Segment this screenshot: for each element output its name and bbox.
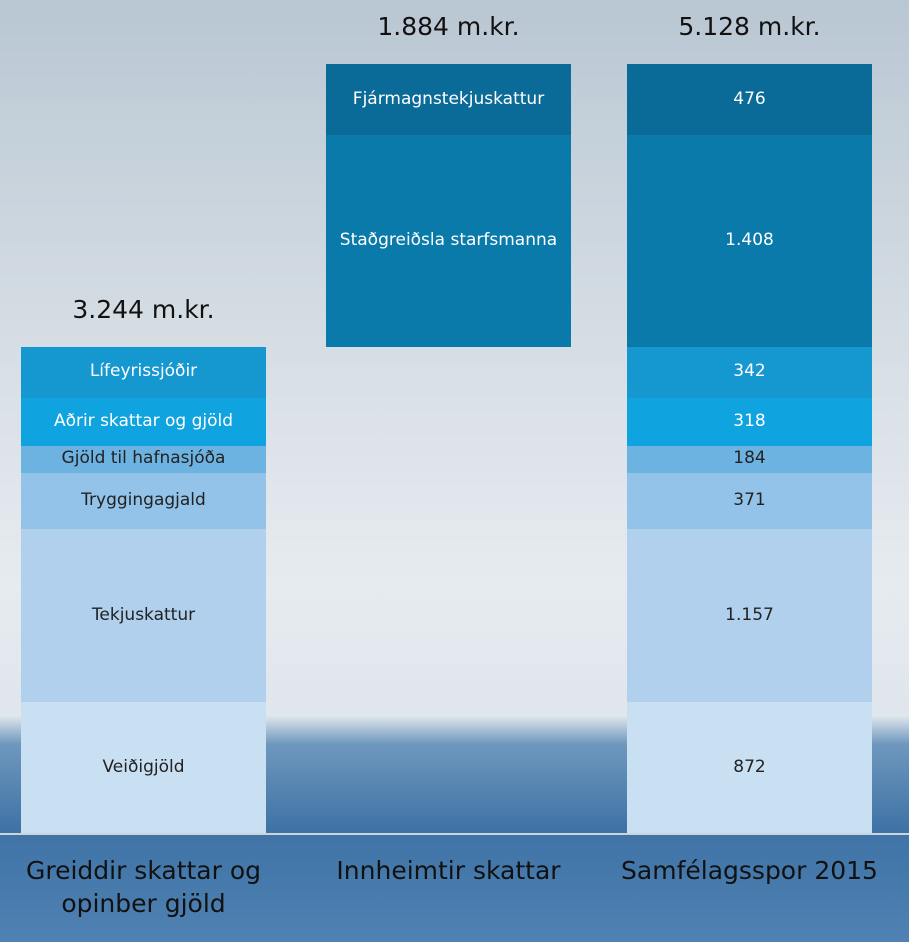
segment-label: Lífeyrissjóðir: [89, 361, 198, 382]
value-label: 1.157: [725, 604, 774, 625]
baseline: [0, 833, 909, 835]
bar-segment: Lífeyrissjóðir: [21, 346, 266, 398]
segment-label: Tekjuskattur: [91, 604, 196, 625]
bar-segment: 318: [627, 397, 872, 446]
bar-segment: Tekjuskattur: [21, 528, 266, 703]
bar-segment: 371: [627, 473, 872, 529]
value-label: 371: [733, 489, 766, 510]
value-label: 342: [733, 361, 766, 382]
bar-segment: 872: [627, 702, 872, 833]
bar-segment: 1.157: [627, 528, 872, 703]
category-label: Samfélagsspor 2015: [621, 856, 878, 885]
bar-segment: 1.408: [627, 135, 872, 347]
segment-label: Fjármagnstekjuskattur: [352, 88, 545, 109]
value-label: 184: [733, 448, 766, 469]
total-label: 5.128 m.kr.: [678, 12, 821, 41]
segment-label: Gjöld til hafnasjóða: [61, 448, 226, 469]
segment-label: Veiðigjöld: [102, 756, 185, 777]
category-label: Innheimtir skattar: [336, 856, 561, 885]
bar-segment: Gjöld til hafnasjóða: [21, 445, 266, 474]
value-label: 1.408: [725, 230, 774, 251]
value-label: 476: [733, 88, 766, 109]
value-label: 872: [733, 756, 766, 777]
bar-segment: Staðgreiðsla starfsmanna: [326, 135, 571, 347]
segment-label: Tryggingagjald: [81, 489, 206, 510]
bar-segment: Fjármagnstekjuskattur: [326, 64, 571, 136]
bar-segment: 476: [627, 64, 872, 136]
total-label: 1.884 m.kr.: [377, 12, 520, 41]
total-label: 3.244 m.kr.: [72, 294, 215, 324]
bar-segment: 184: [627, 445, 872, 474]
category-label: Greiddir skattar og opinber gjöld: [25, 856, 262, 918]
bar-segment: Tryggingagjald: [21, 473, 266, 529]
value-label: 318: [733, 410, 766, 431]
bar-segment: 342: [627, 346, 872, 398]
bar-segment: Veiðigjöld: [21, 702, 266, 833]
bar-segment: Aðrir skattar og gjöld: [21, 397, 266, 446]
segment-label: Staðgreiðsla starfsmanna: [339, 230, 558, 251]
segment-label: Aðrir skattar og gjöld: [53, 410, 234, 431]
